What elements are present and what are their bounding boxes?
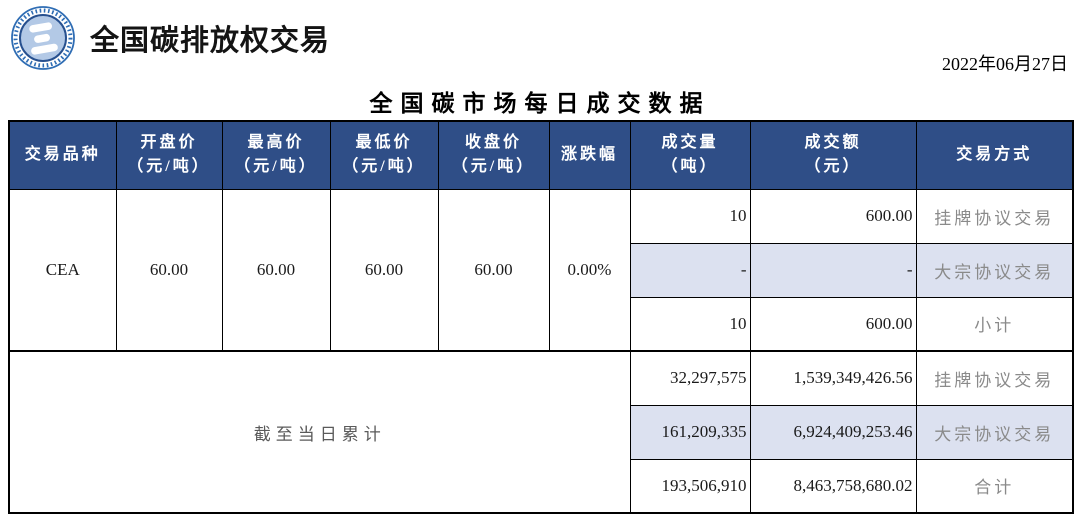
col-header-unit: （吨）	[661, 158, 719, 176]
col-header-method: 交易方式	[915, 120, 1074, 190]
page-header: 全国碳排放权交易 2022年06月27日	[0, 0, 1080, 80]
method-cell: 大宗协议交易	[915, 404, 1074, 460]
amount-cell: 1,539,349,426.56	[749, 350, 917, 406]
col-header-label: 收盘价	[464, 134, 522, 152]
col-header-unit: （元/吨）	[234, 158, 318, 176]
method-cell: 小计	[915, 296, 1074, 352]
volume-cell: 32,297,575	[629, 350, 751, 406]
change-cell: 0.00%	[548, 188, 631, 352]
table-row-listed: CEA 60.00 60.00 60.00 60.00 0.00% 10 600…	[8, 188, 1074, 352]
method-cell: 合计	[915, 458, 1074, 514]
col-header-unit: （元/吨）	[127, 158, 211, 176]
volume-cell: 10	[629, 296, 751, 352]
volume-cell: -	[629, 242, 751, 298]
volume-cell: 161,209,335	[629, 404, 751, 460]
brand-title: 全国碳排放权交易	[90, 25, 331, 57]
low-price-cell: 60.00	[329, 188, 439, 352]
amount-cell: 600.00	[749, 296, 917, 352]
table-row-cumulative-total: 193,506,910 8,463,758,680.02 合计	[9, 458, 1074, 514]
amount-cell: 600.00	[749, 188, 917, 244]
col-header-low: 最低价 （元/吨）	[329, 120, 439, 190]
col-header-unit: （元/吨）	[451, 158, 536, 176]
daily-trading-table: 交易品种 开盘价 （元/吨） 最高价 （元/吨） 最低价 （元/吨） 收盘价 （元/吨）…	[8, 120, 1074, 514]
col-header-label: 成交额	[804, 134, 862, 152]
col-header-label: 开盘价	[140, 134, 198, 152]
col-header-volume: 成交量 （吨）	[629, 120, 751, 190]
open-price-cell: 60.00	[115, 188, 223, 352]
col-header-label: 涨跌幅	[560, 146, 618, 164]
close-price-cell: 60.00	[437, 188, 550, 352]
col-header-label: 交易品种	[24, 146, 101, 164]
col-header-unit: （元/吨）	[342, 158, 426, 176]
col-header-open: 开盘价 （元/吨）	[115, 120, 223, 190]
method-cell: 挂牌协议交易	[915, 188, 1074, 244]
carbon-exchange-badge-icon	[11, 6, 75, 70]
table-row-cumulative-block: 161,209,335 6,924,409,253.46 大宗协议交易	[9, 404, 1074, 460]
col-header-close: 收盘价 （元/吨）	[437, 120, 550, 190]
amount-cell: 8,463,758,680.02	[749, 458, 917, 514]
product-cell: CEA	[8, 188, 117, 352]
high-price-cell: 60.00	[221, 188, 331, 352]
col-header-label: 交易方式	[956, 146, 1033, 164]
col-header-amount: 成交额 （元）	[749, 120, 917, 190]
table-row-cumulative-listed: 截至当日累计 32,297,575 1,539,349,426.56 挂牌协议交…	[8, 350, 1074, 514]
table-row-subtotal: 10 600.00 小计	[9, 296, 1074, 352]
report-date: 2022年06月27日	[942, 54, 1068, 74]
col-header-unit: （元）	[804, 158, 862, 176]
method-cell: 大宗协议交易	[915, 242, 1074, 298]
col-header-change: 涨跌幅	[548, 120, 631, 190]
method-cell: 挂牌协议交易	[915, 350, 1074, 406]
volume-cell: 10	[629, 188, 751, 244]
col-header-label: 最高价	[247, 134, 305, 152]
col-header-product: 交易品种	[8, 120, 117, 190]
table-row-block: - - 大宗协议交易	[9, 242, 1074, 298]
volume-cell: 193,506,910	[629, 458, 751, 514]
page-title: 全国碳市场每日成交数据	[369, 91, 711, 116]
cumulative-label-cell: 截至当日累计	[8, 350, 631, 514]
amount-cell: 6,924,409,253.46	[749, 404, 917, 460]
col-header-label: 成交量	[661, 134, 719, 152]
amount-cell: -	[749, 242, 917, 298]
col-header-high: 最高价 （元/吨）	[221, 120, 331, 190]
col-header-label: 最低价	[355, 134, 413, 152]
brand: 全国碳排放权交易	[10, 5, 330, 71]
header-row: 交易品种 开盘价 （元/吨） 最高价 （元/吨） 最低价 （元/吨） 收盘价 （元/吨）…	[8, 120, 1074, 190]
